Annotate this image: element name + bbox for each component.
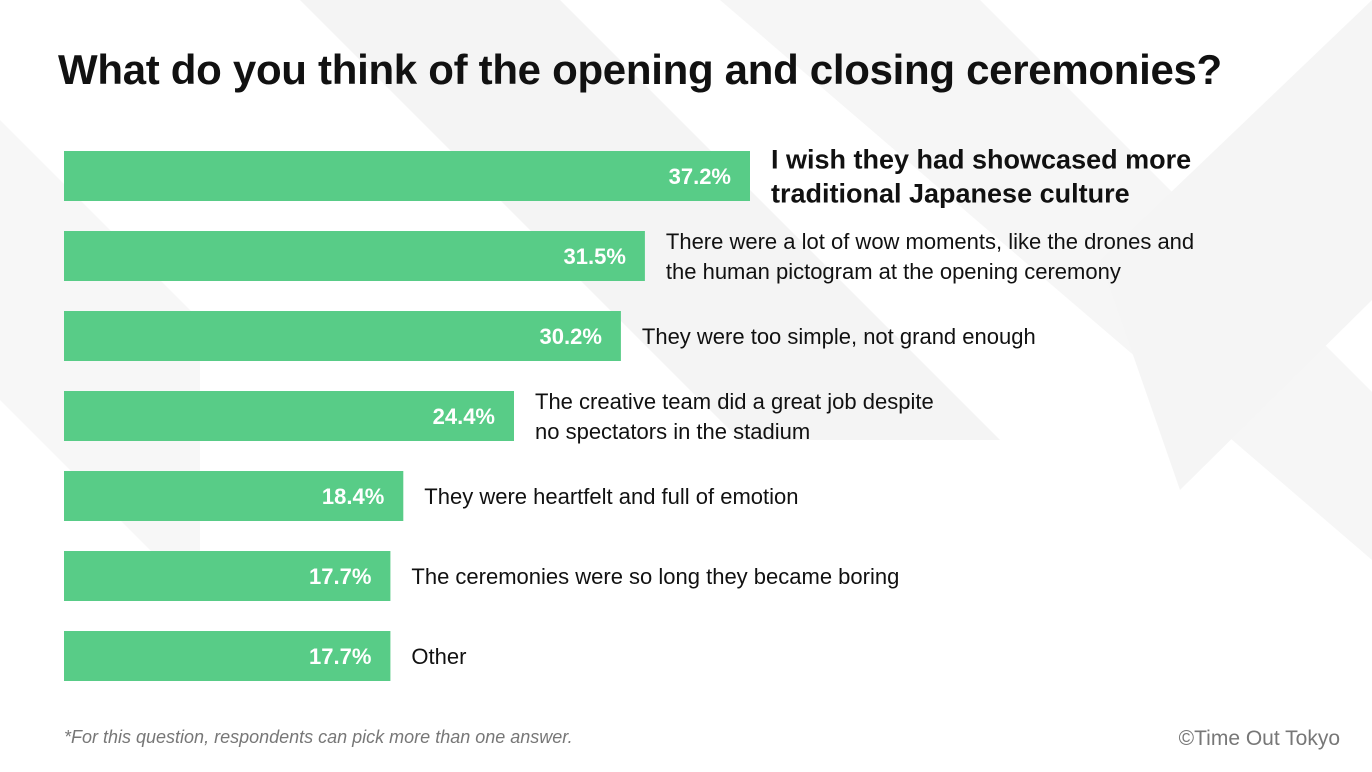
bar-0: [64, 151, 750, 201]
footnote: *For this question, respondents can pick…: [64, 727, 573, 747]
category-label-6: Other: [411, 644, 466, 669]
chart-title: What do you think of the opening and clo…: [58, 46, 1222, 93]
bar-5: [64, 551, 391, 601]
credit: ©Time Out Tokyo: [1178, 727, 1340, 750]
bar-3: [64, 391, 514, 441]
value-label-0: 37.2%: [669, 164, 731, 189]
category-label-2: They were too simple, not grand enough: [642, 324, 1036, 349]
value-label-6: 17.7%: [309, 644, 371, 669]
value-label-2: 30.2%: [540, 324, 602, 349]
value-label-5: 17.7%: [309, 564, 371, 589]
value-label-3: 24.4%: [433, 404, 495, 429]
category-label-3: The creative team did a great job despit…: [535, 389, 934, 444]
value-label-1: 31.5%: [564, 244, 626, 269]
value-label-4: 18.4%: [322, 484, 384, 509]
category-label-0: I wish they had showcased more traditiona…: [771, 145, 1191, 209]
category-label-4: They were heartfelt and full of emotion: [424, 484, 798, 509]
bar-2: [64, 311, 621, 361]
bar-4: [64, 471, 404, 521]
bar-1: [64, 231, 645, 281]
bar-6: [64, 631, 391, 681]
category-label-1: There were a lot of wow moments, like th…: [666, 229, 1194, 284]
category-label-5: The ceremonies were so long they became …: [411, 564, 899, 589]
